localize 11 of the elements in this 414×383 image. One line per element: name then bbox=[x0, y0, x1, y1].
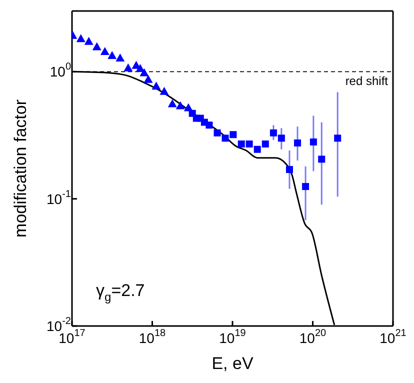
y-tick-label: 10$^{0}$ bbox=[50, 62, 72, 80]
x-tick-label: 10$^{19}$ bbox=[219, 328, 246, 346]
y-axis-title: modification factor bbox=[11, 99, 30, 238]
x-axis-title: E, eV bbox=[212, 354, 254, 373]
x-tick-label: 10$^{21}$ bbox=[380, 328, 407, 346]
y-tick-label: 10$^{-1}$ bbox=[46, 188, 72, 207]
x-tick-label: 10$^{18}$ bbox=[138, 328, 166, 346]
annotation: γ$_{g}$=2.7 bbox=[96, 281, 145, 304]
y-tick-label: 10$^{-2}$ bbox=[46, 316, 72, 334]
ref-line-label: red shift bbox=[345, 74, 389, 88]
x-tick-label: 10$^{20}$ bbox=[299, 328, 327, 346]
